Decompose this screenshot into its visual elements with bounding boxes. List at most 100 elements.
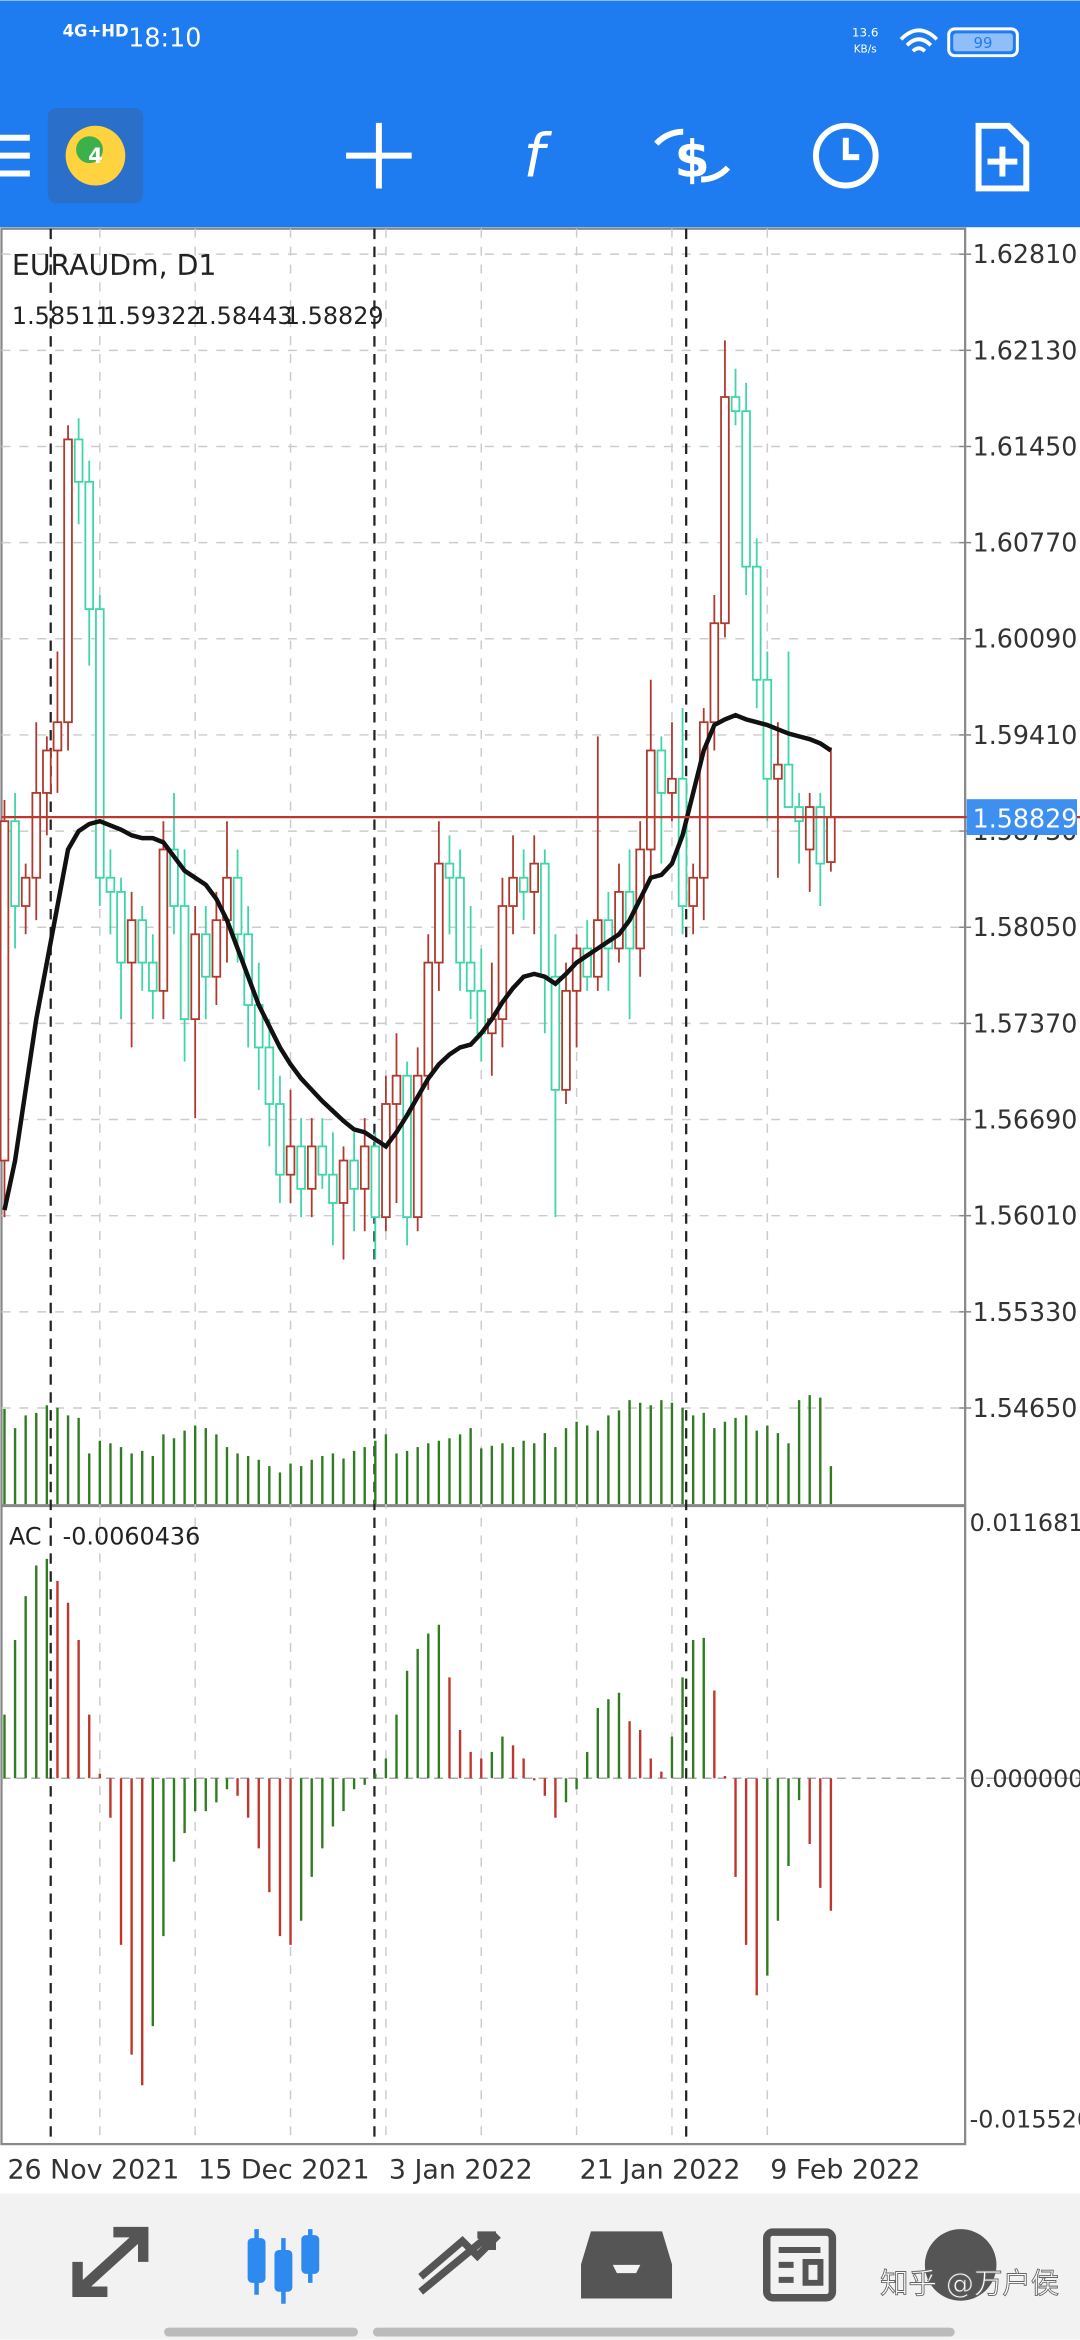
clock: 18:10 [128, 23, 201, 53]
candle-body [603, 919, 614, 950]
net-speed-unit: KB/s [854, 44, 877, 56]
candle-body [137, 919, 147, 964]
candle-body [751, 565, 762, 681]
candle-body [73, 438, 84, 483]
x-tick-label: 15 Dec 2021 [198, 2154, 369, 2185]
candle-body [0, 820, 10, 1162]
ac-value: -0.0060436 [63, 1522, 201, 1550]
y-tick-label: 1.59410 [973, 720, 1078, 750]
candle-body [10, 820, 20, 907]
candle-body [656, 749, 667, 794]
candle-body [317, 1145, 328, 1176]
y-tick-label: 1.60090 [973, 624, 1078, 654]
candle-body [720, 396, 730, 625]
x-tick-label: 21 Jan 2022 [580, 2154, 741, 2185]
candle-body [571, 947, 582, 992]
candle-body [804, 806, 815, 851]
candle-body [582, 947, 592, 978]
ac-tick-label: -0.0155208 [970, 2106, 1080, 2134]
ohlc-value: 1.58443 [194, 302, 293, 330]
y-tick-label: 1.61450 [973, 431, 1078, 461]
candle-body [338, 1159, 349, 1204]
ohlc-value: 1.58829 [285, 302, 384, 330]
symbol-title: EURAUDm, D1 [12, 249, 217, 282]
candle-body [815, 806, 826, 865]
candle-body [126, 919, 137, 964]
candle-body [370, 1145, 381, 1218]
bid-box [966, 799, 1078, 835]
candle-body [465, 961, 476, 992]
y-tick-label: 1.54650 [973, 1393, 1078, 1423]
candle-body [52, 721, 63, 752]
gesture-bar [164, 2327, 359, 2337]
net-speed: 13.6 [852, 25, 879, 39]
candle-body [391, 1074, 402, 1105]
candle-body [95, 608, 105, 879]
candle-body [518, 876, 529, 893]
trade-tab[interactable] [418, 2231, 501, 2295]
watermark: 知乎 @万户侯 [880, 2267, 1059, 2300]
crosshair-button[interactable] [346, 122, 412, 189]
settings-tab[interactable] [924, 2229, 997, 2301]
candle-body [783, 763, 794, 808]
bottom-nav [0, 2193, 1080, 2340]
svg-text:4: 4 [88, 144, 103, 168]
quotes-tab[interactable] [72, 2226, 149, 2297]
ohlc-value: 1.59322 [103, 302, 202, 330]
menu-button[interactable] [0, 134, 30, 177]
trade-button[interactable]: $ [654, 128, 731, 189]
timeframe-button[interactable] [812, 122, 879, 189]
candle-body [328, 1173, 338, 1204]
candle-body [614, 890, 624, 950]
candle-body [688, 876, 698, 907]
candle-body [773, 763, 783, 780]
history-tab[interactable] [581, 2231, 673, 2299]
moving-average [2, 712, 833, 1211]
candle-body [275, 1103, 285, 1176]
y-tick-label: 1.55330 [973, 1297, 1078, 1327]
battery-text: 99 [974, 34, 993, 52]
candle-body [698, 721, 709, 879]
candle-body [148, 961, 158, 992]
candle-body [20, 876, 31, 907]
battery [947, 27, 1019, 58]
header-background [0, 0, 1080, 228]
candle-body [444, 862, 455, 879]
y-tick-label: 1.57370 [973, 1008, 1078, 1038]
candle-body [667, 777, 677, 794]
ohlc-value: 1.58511 [12, 302, 111, 330]
app-logo[interactable]: 4 [47, 107, 144, 204]
candle-body [179, 905, 190, 1021]
candle-body [645, 749, 656, 851]
ac-name: AC [9, 1522, 42, 1550]
candle-body [264, 1046, 275, 1105]
new-order-button[interactable] [975, 122, 1030, 192]
plot-area [0, 340, 836, 2086]
x-tick-label: 3 Jan 2022 [389, 2154, 533, 2185]
candle-body [296, 1145, 306, 1190]
candle-body [730, 396, 741, 413]
candle-body [349, 1159, 359, 1190]
y-tick-label: 1.62130 [973, 335, 1078, 365]
y-tick-label: 1.60770 [973, 528, 1078, 558]
battery-level [953, 33, 1013, 52]
candle-body [381, 1103, 391, 1218]
gesture-bar [372, 2327, 955, 2337]
x-tick-label: 9 Feb 2022 [770, 2154, 920, 2185]
candle-body [285, 1145, 296, 1176]
candle-body [826, 816, 836, 863]
candle-body [211, 919, 222, 978]
candle-body [741, 410, 751, 568]
wifi-icon [899, 28, 939, 53]
candle-body [201, 933, 211, 978]
ac-tick-label: 0.0000000 [970, 1765, 1080, 1793]
candle-body [412, 1074, 423, 1218]
news-tab[interactable] [763, 2228, 837, 2302]
chart-tab[interactable] [247, 2229, 320, 2304]
candle-body [794, 806, 804, 823]
candle-body [84, 480, 95, 610]
candle-body [508, 876, 518, 907]
